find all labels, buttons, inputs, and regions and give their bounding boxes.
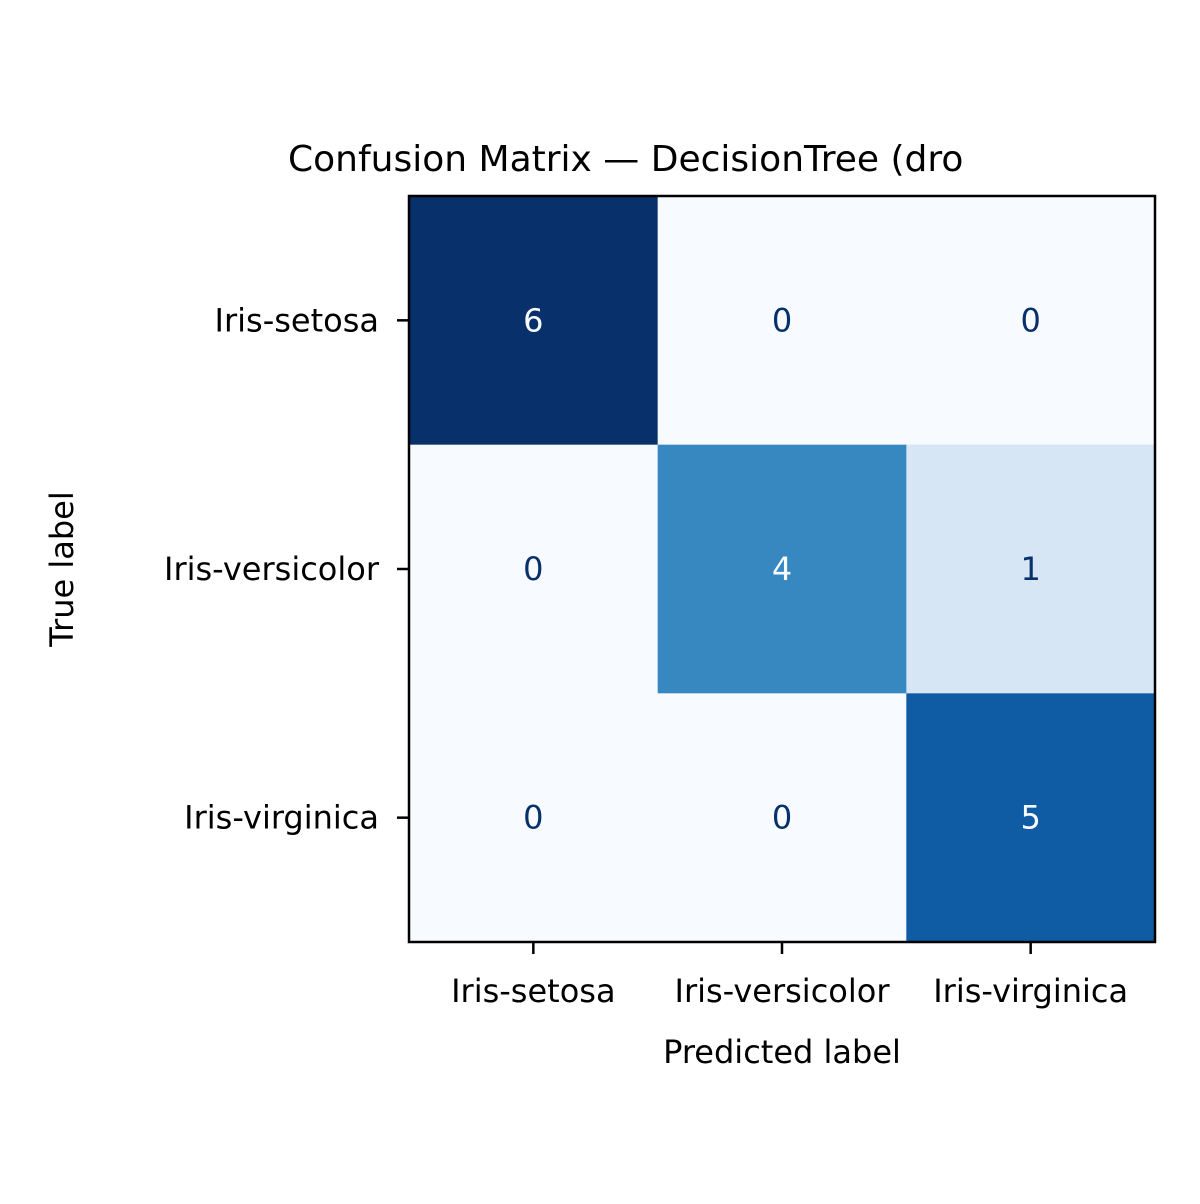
cell-value-r1-c1: 4 xyxy=(772,550,792,588)
x-tick-label: Iris-versicolor xyxy=(675,972,891,1010)
chart-title: Confusion Matrix — DecisionTree (dro xyxy=(288,139,963,180)
cell-value-r0-c2: 0 xyxy=(1020,301,1040,339)
cell-value-r0-c1: 0 xyxy=(772,301,792,339)
x-axis: Iris-setosa Iris-versicolor Iris-virginica xyxy=(451,942,1128,1010)
cell-value-r1-c2: 1 xyxy=(1020,550,1040,588)
y-axis-label: True label xyxy=(43,491,81,648)
matrix-cell-r0-c1 xyxy=(657,196,907,446)
y-axis: Iris-setosa Iris-versicolor Iris-virginica xyxy=(164,301,409,837)
cell-value-r2-c0: 0 xyxy=(523,799,543,837)
matrix-cell-r2-c0 xyxy=(409,693,659,943)
matrix-cell-r1-c2 xyxy=(906,444,1156,694)
cell-value-r2-c1: 0 xyxy=(772,799,792,837)
matrix-cell-r0-c2 xyxy=(906,196,1156,446)
y-tick-label: Iris-setosa xyxy=(215,301,379,339)
cells-layer xyxy=(409,196,1156,943)
matrix-cell-r0-c0 xyxy=(409,196,659,446)
cell-value-r2-c2: 5 xyxy=(1020,799,1040,837)
matrix-cell-r2-c2 xyxy=(906,693,1156,943)
y-tick-label: Iris-versicolor xyxy=(164,550,380,588)
cell-value-r1-c0: 0 xyxy=(523,550,543,588)
x-tick-label: Iris-setosa xyxy=(451,972,615,1010)
matrix-cell-r1-c0 xyxy=(409,444,659,694)
matrix-cell-r2-c1 xyxy=(657,693,907,943)
cell-labels-layer: 6 0 0 0 4 1 0 0 5 xyxy=(523,301,1041,836)
x-tick-label: Iris-virginica xyxy=(933,972,1128,1010)
x-axis-label: Predicted label xyxy=(663,1033,901,1071)
y-tick-label: Iris-virginica xyxy=(184,799,379,837)
matrix-cell-r1-c1 xyxy=(657,444,907,694)
cell-value-r0-c0: 6 xyxy=(523,301,543,339)
